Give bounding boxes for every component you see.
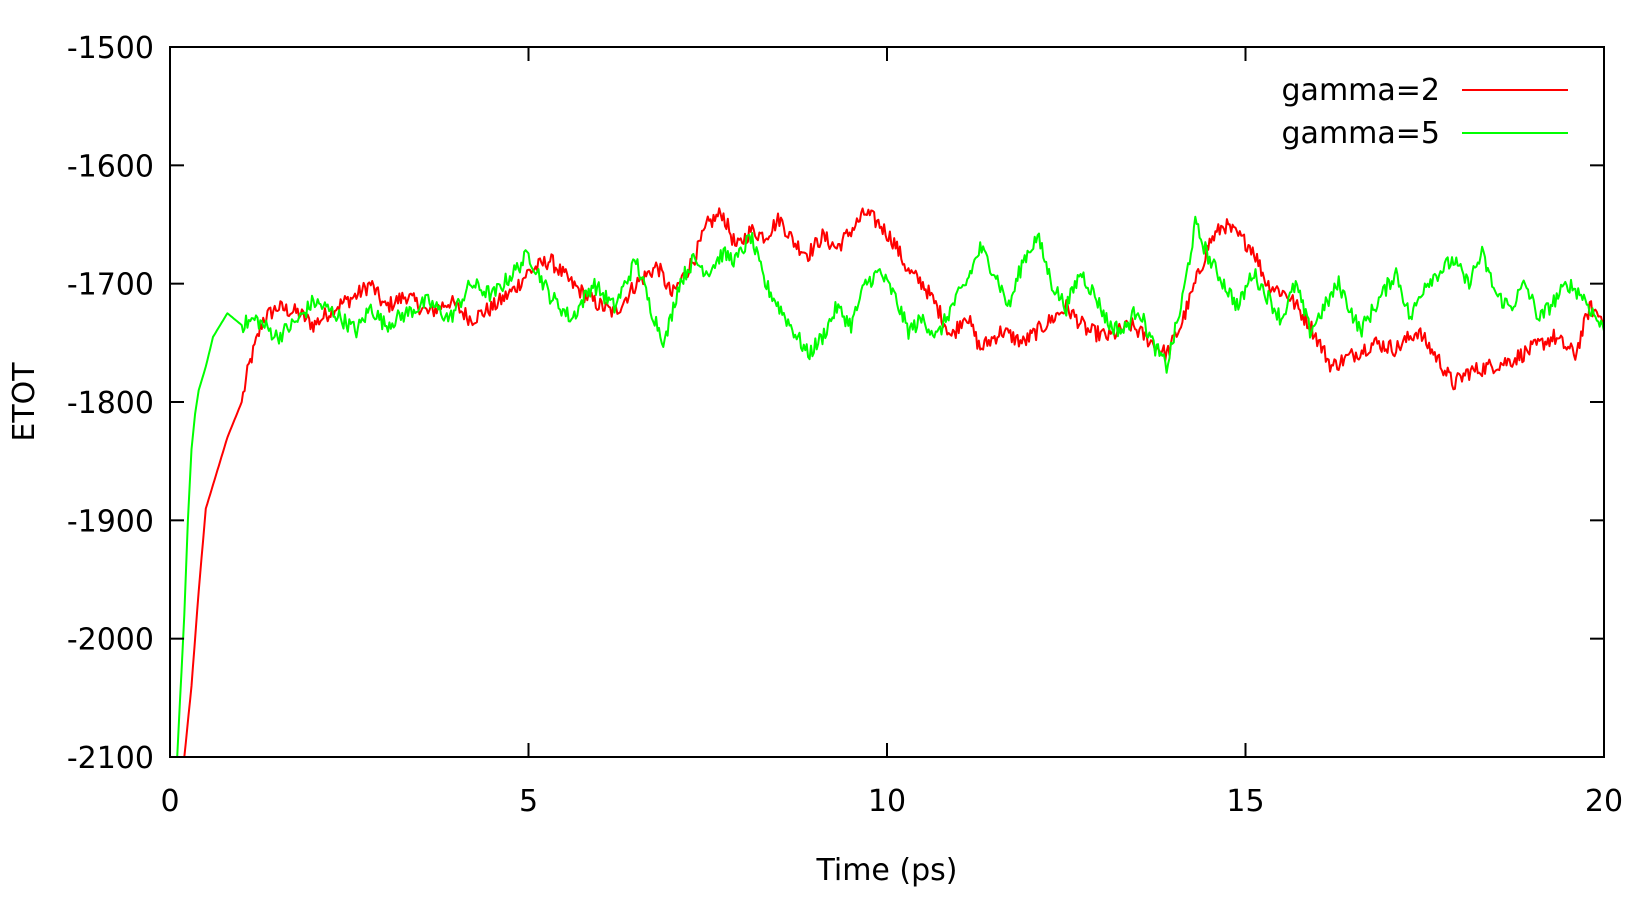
x-tick-label: 15	[1226, 784, 1264, 819]
series-layer	[176, 207, 1605, 758]
x-tick-label: 5	[519, 784, 538, 819]
legend-label: gamma=5	[1282, 116, 1440, 151]
y-tick-label: -1900	[67, 504, 154, 539]
x-tick-label: 10	[868, 784, 906, 819]
legend-label: gamma=2	[1282, 73, 1440, 108]
y-axis-title: ETOT	[7, 362, 42, 442]
legend: gamma=2 gamma=5	[1282, 73, 1568, 151]
x-tick-label: 0	[160, 784, 179, 819]
x-axis-title: Time (ps)	[815, 853, 957, 888]
y-tick-label: -1800	[67, 386, 154, 421]
x-tick-label: 20	[1585, 784, 1623, 819]
labels-layer: 0 5 10 15 20 -2100 -2000 -1900 -1800 -1700 -1600 -1…	[67, 31, 1623, 819]
y-tick-label: -2100	[67, 741, 154, 776]
y-tick-label: -1700	[67, 268, 154, 303]
y-tick-label: -1500	[67, 31, 154, 66]
ticks-layer	[169, 46, 1605, 758]
plot-frame	[169, 46, 1605, 758]
series-line-2	[176, 215, 1605, 758]
y-tick-label: -1600	[67, 149, 154, 184]
y-tick-label: -2000	[67, 623, 154, 658]
series-line-1	[183, 207, 1605, 758]
